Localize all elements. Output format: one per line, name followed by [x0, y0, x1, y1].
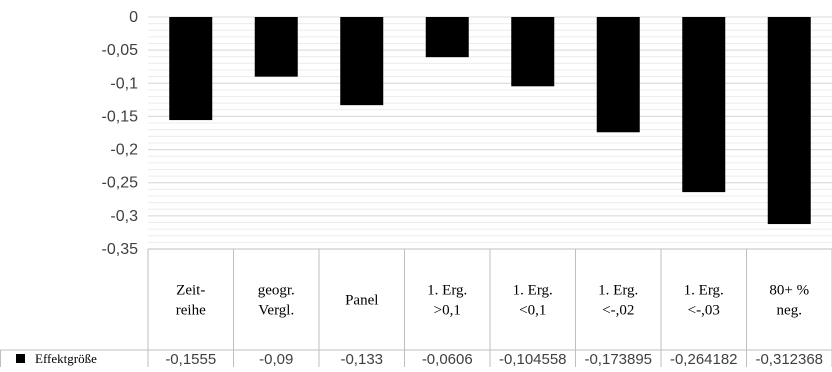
y-tick-label: -0,15 [102, 108, 139, 125]
bar [596, 17, 640, 133]
data-label: -0,133 [340, 351, 383, 367]
x-tick-label: neg. [777, 303, 802, 319]
bars-layer [169, 17, 811, 225]
bar [169, 17, 213, 121]
x-tick-label: <-,03 [688, 303, 720, 319]
data-label: -0,0606 [422, 351, 473, 367]
y-tick-label: -0,1 [110, 75, 138, 92]
x-tick-label: 1. Erg. [684, 283, 724, 299]
bar [511, 17, 555, 87]
x-tick-label: 1. Erg. [513, 283, 553, 299]
bar [682, 17, 726, 193]
bar [254, 17, 298, 77]
y-tick-label: -0,2 [110, 142, 138, 159]
bar [425, 17, 469, 58]
x-tick-label: 80+ % [769, 283, 809, 299]
bar [767, 17, 811, 225]
data-label: -0,104558 [499, 351, 567, 367]
y-tick-label: -0,35 [102, 241, 139, 258]
data-label: -0,312368 [755, 351, 823, 367]
y-tick-label: 0 [129, 9, 138, 26]
x-tick-label: Zeit- [176, 283, 205, 299]
legend-label: Effektgröße [35, 351, 97, 366]
grid-layer [148, 16, 832, 250]
x-tick-label: reihe [176, 303, 206, 319]
data-table: Zeit-reihe geogr. Vergl. Panel 1. Erg. >0,1 1.… [0, 248, 832, 368]
data-label: -0,173895 [584, 351, 652, 367]
data-label: -0,264182 [670, 351, 738, 367]
x-tick-label: <0,1 [519, 303, 546, 319]
x-tick-label: >0,1 [434, 303, 461, 319]
x-tick-label: geogr. [258, 283, 295, 299]
y-tick-label: -0,25 [102, 175, 139, 192]
x-tick-label: <-,02 [602, 303, 634, 319]
x-tick-label: 1. Erg. [598, 283, 638, 299]
data-label: -0,1555 [165, 351, 216, 367]
y-axis: 0 -0,05 -0,1 -0,15 -0,2 -0,25 -0,3 -0,35 [102, 9, 139, 258]
x-tick-label: Panel [345, 293, 378, 309]
y-tick-label: -0,3 [110, 208, 138, 225]
y-tick-label: -0,05 [102, 42, 139, 59]
bar [340, 17, 384, 106]
legend-swatch [16, 354, 25, 363]
data-label: -0,09 [259, 351, 293, 367]
x-tick-label: 1. Erg. [427, 283, 467, 299]
x-tick-label: Vergl. [258, 303, 294, 319]
